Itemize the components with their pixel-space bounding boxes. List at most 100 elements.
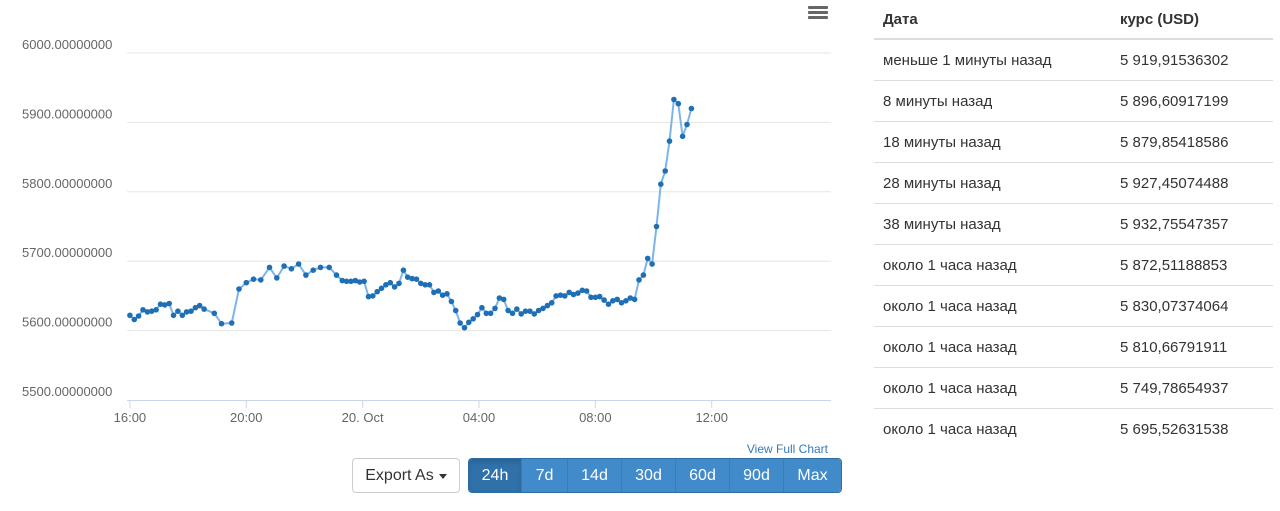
- price-data-point: [570, 291, 577, 298]
- price-data-point: [333, 272, 340, 278]
- price-data-point: [448, 298, 455, 305]
- price-data-point: [505, 307, 511, 314]
- price-data-point: [631, 296, 638, 303]
- row-date: около 1 часа назад: [874, 285, 1111, 327]
- price-data-point: [435, 288, 442, 294]
- price-data-point: [378, 285, 385, 292]
- row-date: 8 минуты назад: [874, 80, 1111, 122]
- price-chart-panel: 6000.00000000 5900.00000000 5800.00000000 5…: [22, 4, 842, 493]
- price-data-point: [487, 310, 494, 317]
- range-14d-button[interactable]: 14d: [567, 459, 621, 492]
- table-row: 28 минуты назад 5 927,45074488: [874, 162, 1273, 204]
- price-data-point: [348, 278, 354, 285]
- price-data-point: [431, 289, 437, 296]
- range-60d-button[interactable]: 60d: [675, 459, 729, 492]
- price-data-point: [288, 266, 295, 272]
- row-rate: 5 919,91536302: [1111, 39, 1273, 81]
- price-data-point: [383, 282, 389, 288]
- price-data-point: [179, 312, 186, 319]
- price-data-point: [575, 290, 581, 296]
- price-data-point: [396, 280, 402, 287]
- range-7d-button[interactable]: 7d: [521, 459, 567, 492]
- price-data-point: [540, 305, 546, 312]
- date-column-header: Дата: [874, 0, 1111, 40]
- price-data-point: [413, 276, 420, 283]
- price-data-point: [343, 278, 350, 285]
- price-data-point: [135, 313, 142, 319]
- price-data-point: [531, 311, 538, 317]
- price-data-point: [588, 294, 594, 301]
- price-data-point: [653, 223, 660, 230]
- export-as-button[interactable]: Export As: [352, 458, 460, 493]
- hamburger-menu-icon[interactable]: [808, 4, 828, 22]
- price-data-point: [614, 296, 620, 303]
- price-data-point: [274, 275, 280, 281]
- price-data-point: [492, 305, 498, 312]
- price-data-point: [266, 264, 273, 271]
- price-data-point: [496, 295, 503, 301]
- price-data-point: [391, 284, 398, 290]
- x-tick-label: 20:00: [230, 410, 263, 425]
- price-data-point: [688, 105, 695, 112]
- x-tick-label: 16:00: [114, 410, 147, 425]
- table-row: 8 минуты назад 5 896,60917199: [874, 80, 1273, 122]
- price-data-point: [281, 263, 287, 269]
- x-tick-label: 12:00: [695, 410, 728, 425]
- price-data-point: [148, 308, 155, 315]
- price-data-point: [518, 311, 524, 317]
- view-full-chart-link[interactable]: View Full Chart: [746, 442, 828, 456]
- price-data-point: [295, 261, 302, 267]
- price-data-point: [356, 279, 363, 285]
- row-rate: 5 932,75547357: [1111, 203, 1273, 245]
- price-data-point: [365, 293, 372, 300]
- row-rate: 5 896,60917199: [1111, 80, 1273, 122]
- price-data-point: [548, 300, 555, 306]
- table-header-row: Дата курс (USD): [874, 0, 1273, 40]
- range-30d-button[interactable]: 30d: [621, 459, 675, 492]
- range-max-button[interactable]: Max: [783, 459, 841, 492]
- row-date: около 1 часа назад: [874, 326, 1111, 368]
- price-data-point: [544, 302, 551, 309]
- price-data-point: [500, 296, 507, 303]
- table-row: около 1 часа назад 5 749,78654937: [874, 367, 1273, 409]
- price-data-point: [426, 282, 433, 288]
- time-range-selector: 24h 7d 14d 30d 60d 90d Max: [468, 458, 842, 493]
- row-date: 18 минуты назад: [874, 121, 1111, 163]
- price-data-point: [218, 320, 225, 327]
- price-data-point: [188, 308, 194, 315]
- y-tick-label: 5700.00000000: [22, 245, 112, 260]
- y-tick-label: 5500.00000000: [22, 384, 112, 399]
- price-data-point: [666, 138, 673, 144]
- row-date: меньше 1 минуты назад: [874, 39, 1111, 81]
- price-data-point: [644, 255, 651, 262]
- price-data-point: [140, 307, 146, 313]
- price-data-point: [236, 286, 242, 292]
- price-data-point: [228, 320, 235, 326]
- table-row: около 1 часа назад 5 810,66791911: [874, 326, 1273, 368]
- table-row: 38 минуты назад 5 932,75547357: [874, 203, 1273, 245]
- price-data-point: [605, 301, 612, 308]
- price-series-line: [129, 98, 693, 329]
- table-row: меньше 1 минуты назад 5 919,91536302: [874, 39, 1273, 81]
- price-data-point: [422, 282, 429, 288]
- price-data-point: [557, 292, 564, 299]
- price-data-point: [162, 302, 168, 308]
- export-as-label: Export As: [365, 466, 434, 484]
- range-90d-button[interactable]: 90d: [729, 459, 783, 492]
- y-tick-label: 5600.00000000: [22, 315, 112, 330]
- price-data-point: [183, 309, 190, 315]
- price-data-point: [409, 275, 415, 282]
- price-data-point: [175, 308, 181, 315]
- price-data-point: [662, 168, 668, 174]
- price-data-point: [592, 294, 599, 301]
- row-date: около 1 часа назад: [883, 420, 1017, 438]
- price-data-point: [250, 276, 257, 283]
- price-data-point: [144, 309, 151, 315]
- price-data-point: [201, 306, 207, 312]
- range-24h-button[interactable]: 24h: [469, 459, 521, 492]
- price-data-point: [470, 316, 477, 322]
- price-data-point: [326, 264, 333, 271]
- x-tick-label: 04:00: [463, 410, 496, 425]
- row-date: около 1 часа назад: [874, 367, 1111, 409]
- price-data-point: [562, 293, 568, 299]
